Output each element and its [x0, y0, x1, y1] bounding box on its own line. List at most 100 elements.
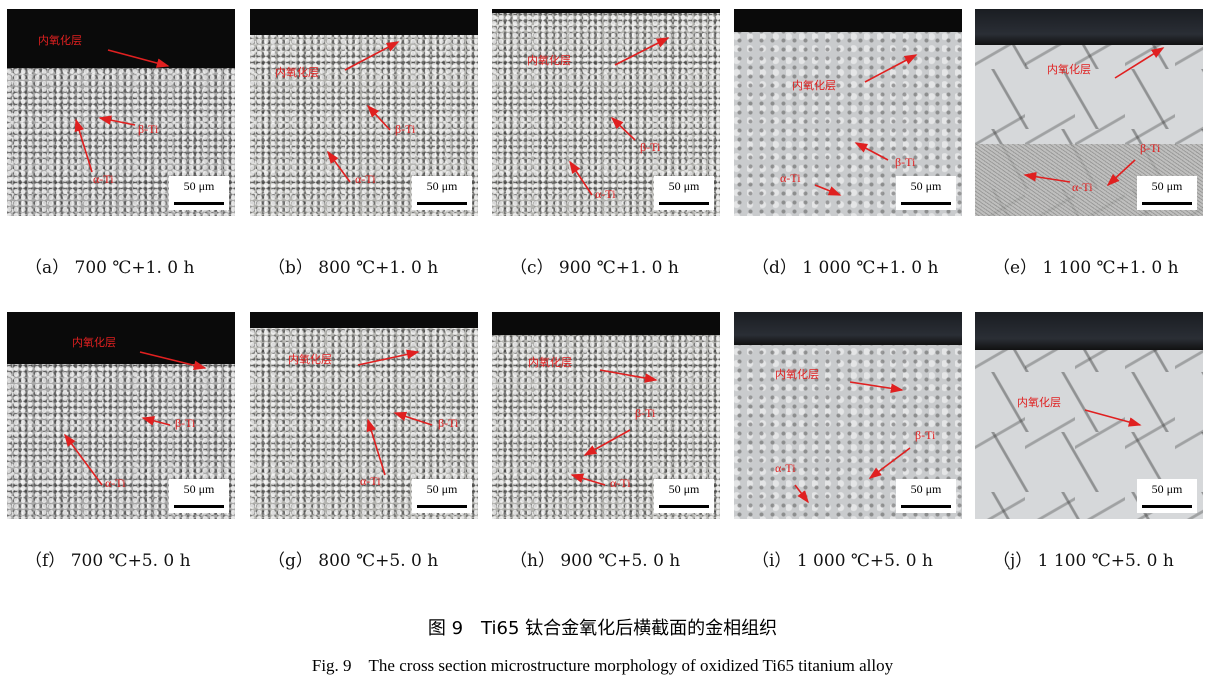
micrograph-panel-f: 内氧化层 β-Ti α-Ti 50 μm: [7, 312, 235, 519]
annotation-arrows: [570, 369, 658, 486]
beta-ti-label: β-Ti: [915, 428, 936, 442]
panel-caption-j: （j） 1 100 ℃+5. 0 h: [993, 551, 1174, 571]
oxide-layer-arrow: [1084, 409, 1142, 427]
micrograph-panel-i: 内氧化层 β-Ti α-Ti 50 μm: [734, 312, 962, 519]
scale-bar-label: 50 μm: [426, 482, 458, 496]
figure-title-chinese: 图 9 Ti65 钛合金氧化后横截面的金相组织: [427, 618, 778, 639]
scale-bar-label: 50 μm: [1151, 482, 1183, 496]
beta-ti-label: β-Ti: [138, 122, 159, 136]
oxide-layer-arrow: [614, 37, 670, 66]
micrograph-panel-b: 内氧化层 β-Ti α-Ti 50 μm: [250, 9, 478, 216]
alpha-ti-label: α-Ti: [105, 476, 126, 490]
oxide-layer-label: 内氧化层: [1047, 63, 1091, 76]
mounting-resin-band: [492, 312, 720, 335]
oxide-layer-label: 内氧化层: [38, 34, 82, 47]
scale-bar-line: [901, 505, 951, 508]
mounting-resin-band: [250, 9, 478, 35]
micrograph-panel-a: 内氧化层 β-Ti α-Ti 50 μm: [7, 9, 235, 216]
scale-bar-label: 50 μm: [1151, 179, 1183, 193]
oxide-layer-label: 内氧化层: [527, 54, 571, 67]
micrograph-panel-d: 内氧化层 β-Ti α-Ti 50 μm: [734, 9, 962, 216]
scale-bar-line: [174, 202, 224, 205]
mounting-resin-band: [7, 9, 235, 68]
beta-ti-label: β-Ti: [395, 122, 416, 136]
scale-bar-label: 50 μm: [183, 179, 215, 193]
scale-bar-line: [417, 505, 467, 508]
oxide-layer-arrow: [599, 369, 658, 383]
oxide-layer-arrow: [849, 381, 904, 394]
panel-caption-h: （h） 900 ℃+5. 0 h: [510, 551, 681, 571]
oxide-layer-arrow: [1114, 47, 1165, 79]
oxide-layer-label: 内氧化层: [775, 368, 819, 381]
alpha-ti-arrow: [64, 433, 103, 486]
oxide-layer-label: 内氧化层: [1017, 396, 1061, 409]
micrograph-panel-c: 内氧化层 β-Ti α-Ti 50 μm: [492, 9, 720, 216]
beta-ti-label: β-Ti: [1140, 141, 1161, 155]
alpha-ti-label: α-Ti: [360, 474, 381, 488]
scale-bar-line: [1142, 202, 1192, 205]
alpha-ti-arrow: [814, 184, 842, 196]
alpha-ti-arrow: [327, 150, 351, 183]
alpha-ti-arrow: [366, 418, 386, 476]
alpha-ti-label: α-Ti: [610, 476, 631, 490]
scale-bar-box: 50 μm: [169, 479, 229, 513]
alpha-ti-arrow: [794, 484, 809, 504]
beta-ti-label: β-Ti: [635, 406, 656, 420]
mounting-resin-band: [734, 312, 962, 345]
beta-ti-arrow: [366, 104, 391, 131]
mounting-resin-band: [975, 9, 1203, 45]
micrograph-panel-h: 内氧化层 β-Ti α-Ti 50 μm: [492, 312, 720, 519]
panel-caption-b: （b） 800 ℃+1. 0 h: [268, 258, 439, 278]
annotation-arrows: [1084, 409, 1142, 427]
annotation-arrows: [357, 349, 433, 476]
oxide-layer-arrow: [864, 54, 918, 83]
alpha-ti-label: α-Ti: [780, 171, 801, 185]
beta-ti-arrow: [1106, 159, 1136, 187]
scale-bar-box: 50 μm: [1137, 176, 1197, 210]
scale-bar-box: 50 μm: [896, 176, 956, 210]
beta-ti-label: β-Ti: [895, 155, 916, 169]
beta-ti-label: β-Ti: [640, 140, 661, 154]
beta-ti-arrow: [141, 416, 171, 426]
alpha-ti-arrow: [1023, 171, 1071, 183]
panel-caption-c: （c） 900 ℃+1. 0 h: [510, 258, 679, 278]
oxide-layer-label: 内氧化层: [288, 353, 332, 366]
panel-caption-e: （e） 1 100 ℃+1. 0 h: [993, 258, 1179, 278]
scale-bar-box: 50 μm: [654, 176, 714, 210]
micrograph-panel-j: 内氧化层 50 μm: [975, 312, 1203, 519]
scale-bar-box: 50 μm: [412, 176, 472, 210]
alpha-ti-label: α-Ti: [1072, 180, 1093, 194]
alpha-ti-arrow: [569, 160, 593, 196]
panel-caption-g: （g） 800 ℃+5. 0 h: [268, 551, 439, 571]
oxide-layer-label: 内氧化层: [792, 79, 836, 92]
scale-bar-line: [901, 202, 951, 205]
scale-bar-box: 50 μm: [1137, 479, 1197, 513]
panel-caption-a: （a） 700 ℃+1. 0 h: [25, 258, 195, 278]
beta-ti-arrow: [868, 447, 911, 479]
annotation-arrows: [814, 54, 918, 196]
oxide-layer-label: 内氧化层: [72, 336, 116, 349]
beta-ti-arrow: [583, 429, 631, 456]
scale-bar-label: 50 μm: [183, 482, 215, 496]
panel-caption-d: （d） 1 000 ℃+1. 0 h: [752, 258, 939, 278]
annotation-arrows: [794, 381, 911, 504]
mounting-resin-band: [975, 312, 1203, 350]
scale-bar-label: 50 μm: [426, 179, 458, 193]
scale-bar-line: [1142, 505, 1192, 508]
scale-bar-label: 50 μm: [910, 179, 942, 193]
scale-bar-box: 50 μm: [412, 479, 472, 513]
oxide-layer-arrow: [357, 349, 420, 366]
mounting-resin-band: [250, 312, 478, 328]
beta-ti-label: β-Ti: [175, 416, 196, 430]
oxide-layer-arrow: [139, 351, 207, 370]
figure-title-english: Fig. 9 The cross section microstructure …: [311, 656, 894, 675]
mounting-resin-band: [492, 9, 720, 13]
annotation-arrows: [1023, 47, 1165, 187]
scale-bar-label: 50 μm: [668, 179, 700, 193]
panel-caption-i: （i） 1 000 ℃+5. 0 h: [752, 551, 933, 571]
alpha-ti-label: α-Ti: [355, 172, 376, 186]
oxide-layer-label: 内氧化层: [528, 356, 572, 369]
annotation-arrows: [64, 351, 207, 486]
micrograph-panel-e: 内氧化层 β-Ti α-Ti 50 μm: [975, 9, 1203, 216]
scale-bar-box: 50 μm: [896, 479, 956, 513]
